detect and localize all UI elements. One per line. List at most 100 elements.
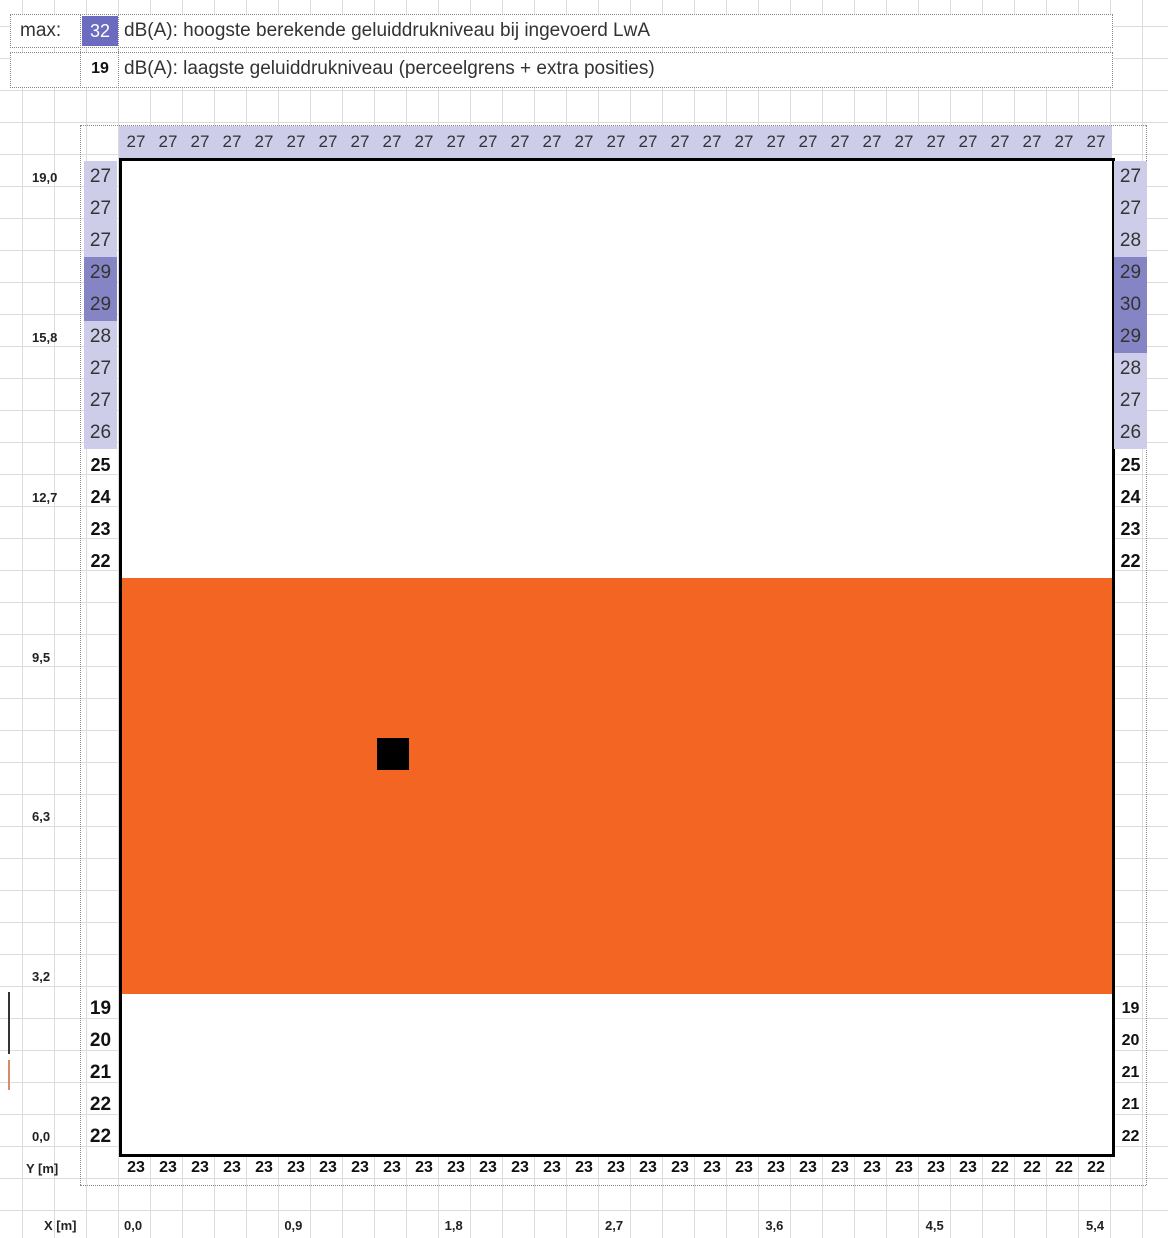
top-value-cell: 27 — [158, 132, 178, 151]
right-value-cell: 25 — [1120, 455, 1141, 475]
right-value-cell: 23 — [1120, 519, 1141, 539]
bottom-value-cell: 22 — [991, 1159, 1009, 1176]
top-value-cell: 27 — [318, 132, 338, 151]
top-value-cell: 27 — [734, 132, 754, 151]
bottom-value-cell: 23 — [895, 1159, 913, 1176]
left-lower-value-cell: 21 — [89, 1062, 112, 1083]
row-marker — [8, 1060, 10, 1090]
y-tick-label: 3,2 — [32, 969, 51, 985]
right-value-cell: 28 — [1114, 353, 1147, 385]
bottom-value-cell: 23 — [735, 1159, 753, 1176]
top-value-cell: 27 — [638, 132, 658, 151]
y-axis-label: Y [m] — [26, 1161, 59, 1176]
max-description: dB(A): hoogste berekende geluiddruknivea… — [124, 20, 651, 41]
left-value-cell: 27 — [84, 385, 117, 417]
bottom-value-cell: 23 — [543, 1159, 561, 1176]
right-lower-value-cell: 22 — [1121, 1128, 1140, 1145]
top-value-cell: 27 — [478, 132, 498, 151]
left-value-cell: 24 — [90, 487, 111, 507]
bottom-value-cell: 23 — [575, 1159, 593, 1176]
left-lower-value-cell: 19 — [89, 998, 112, 1019]
max-label: max: — [20, 20, 62, 41]
bottom-value-cell: 23 — [671, 1159, 689, 1176]
left-value-cell: 23 — [90, 519, 111, 539]
top-value-cell: 27 — [990, 132, 1010, 151]
top-value-cell: 27 — [1054, 132, 1074, 151]
bottom-value-cell: 23 — [831, 1159, 849, 1176]
left-lower-value-cell: 22 — [89, 1094, 112, 1115]
top-value-cell: 27 — [670, 132, 690, 151]
header-max-row — [10, 14, 1113, 48]
right-value-cell: 29 — [1114, 257, 1147, 289]
bottom-value-cell: 22 — [1023, 1159, 1041, 1176]
bottom-value-cell: 23 — [703, 1159, 721, 1176]
bottom-value-cell: 23 — [415, 1159, 433, 1176]
left-value-cell: 29 — [84, 257, 117, 289]
header-min-row — [10, 52, 1113, 88]
top-value-cell: 27 — [926, 132, 946, 151]
left-value-cell: 27 — [84, 353, 117, 385]
left-lower-value-cell: 22 — [89, 1126, 112, 1147]
top-value-cell: 27 — [830, 132, 850, 151]
y-tick-label: 6,3 — [32, 809, 51, 825]
min-value-cell[interactable]: 19 — [91, 60, 109, 77]
bottom-value-cell: 23 — [223, 1159, 241, 1176]
top-value-cell: 27 — [862, 132, 882, 151]
bottom-value-cell: 23 — [799, 1159, 817, 1176]
grid-frame-right — [1146, 125, 1147, 1185]
max-value-cell[interactable]: 32 — [82, 16, 118, 46]
top-value-cell: 27 — [286, 132, 306, 151]
x-tick-label: 0,9 — [284, 1218, 303, 1233]
bottom-value-cell: 23 — [319, 1159, 337, 1176]
top-value-cell: 27 — [414, 132, 434, 151]
right-value-cell: 22 — [1120, 551, 1141, 571]
bottom-value-cell: 23 — [863, 1159, 881, 1176]
right-value-cell: 27 — [1114, 193, 1147, 225]
bottom-value-cell: 23 — [479, 1159, 497, 1176]
plot-area[interactable] — [119, 158, 1115, 1157]
top-value-cell: 27 — [222, 132, 242, 151]
bottom-value-cell: 23 — [511, 1159, 529, 1176]
top-value-cell: 27 — [798, 132, 818, 151]
right-value-cell: 30 — [1114, 289, 1147, 321]
grid-frame-top — [80, 125, 1146, 126]
right-value-cell: 26 — [1114, 417, 1147, 449]
right-lower-value-cell: 20 — [1121, 1032, 1140, 1049]
right-value-cell: 29 — [1114, 321, 1147, 353]
top-value-cell: 27 — [574, 132, 594, 151]
y-tick-label: 19,0 — [32, 170, 58, 185]
sound-source-marker[interactable] — [377, 738, 409, 770]
bottom-value-cell: 23 — [447, 1159, 465, 1176]
x-axis-label: X [m] — [44, 1218, 77, 1233]
y-tick-label: 9,5 — [32, 649, 51, 665]
left-value-cell: 27 — [84, 161, 117, 193]
right-lower-value-cell: 21 — [1121, 1096, 1140, 1113]
x-tick-label: 0,0 — [124, 1218, 143, 1233]
left-value-cell: 29 — [84, 289, 117, 321]
top-value-cell: 27 — [126, 132, 146, 151]
top-value-cell: 27 — [702, 132, 722, 151]
bottom-value-cell: 23 — [127, 1159, 145, 1176]
top-values-band — [119, 126, 1112, 158]
bottom-value-cell: 23 — [287, 1159, 305, 1176]
row-marker — [8, 992, 10, 1054]
building-zone[interactable] — [122, 578, 1112, 994]
top-value-cell: 27 — [1086, 132, 1106, 151]
bottom-value-cell: 23 — [159, 1159, 177, 1176]
top-value-cell: 27 — [254, 132, 274, 151]
min-description: dB(A): laagste geluiddrukniveau (perceel… — [124, 58, 655, 79]
y-tick-label: 15,8 — [32, 329, 58, 345]
right-value-cell: 28 — [1114, 225, 1147, 257]
bottom-value-cell: 23 — [639, 1159, 657, 1176]
x-tick-label: 4,5 — [925, 1218, 944, 1233]
bottom-value-cell: 23 — [351, 1159, 369, 1176]
left-value-cell: 27 — [84, 225, 117, 257]
x-tick-label: 2,7 — [605, 1218, 624, 1233]
right-value-cell: 27 — [1114, 161, 1147, 193]
right-lower-value-cell: 21 — [1121, 1064, 1140, 1081]
bottom-value-cell: 23 — [927, 1159, 945, 1176]
left-value-cell: 22 — [90, 551, 111, 571]
top-value-cell: 27 — [350, 132, 370, 151]
x-tick-label: 1,8 — [444, 1218, 463, 1233]
